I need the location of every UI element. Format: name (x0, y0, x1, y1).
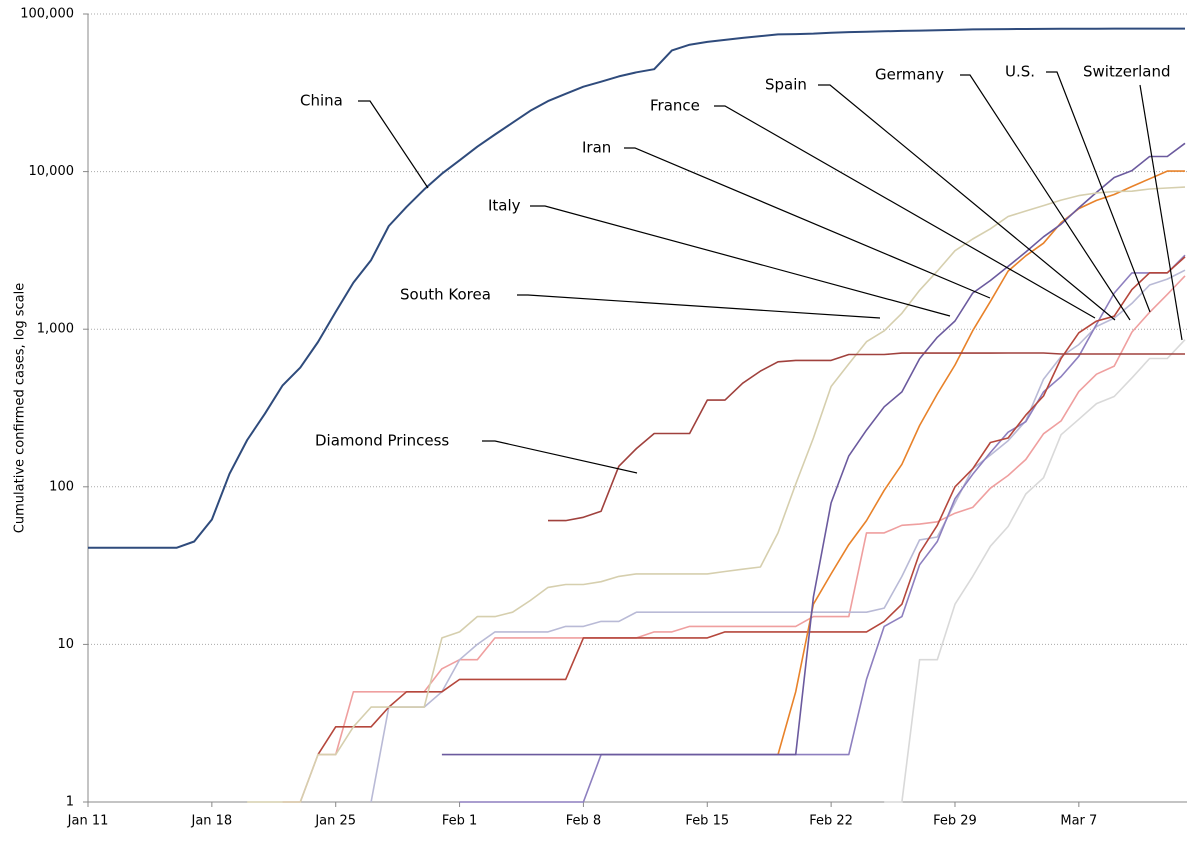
series-line (441, 142, 1186, 756)
series-annotation: U.S. (1005, 63, 1035, 81)
series-line (282, 275, 1186, 803)
annotation-leader (624, 147, 991, 299)
series-annotation: China (300, 92, 343, 110)
x-tick-label: Feb 22 (809, 814, 853, 829)
annotation-leader (1139, 84, 1183, 341)
series-line (88, 27, 1185, 549)
series-line (548, 352, 1185, 522)
x-tick-label: Mar 7 (1060, 814, 1097, 829)
x-tick-label: Feb 8 (566, 814, 601, 829)
series-line (247, 186, 1186, 803)
x-tick-label: Feb 15 (685, 814, 729, 829)
y-tick-label: 100,000 (20, 7, 74, 22)
annotation-leader (818, 84, 1116, 321)
series-line (459, 254, 1186, 803)
series-annotation: Italy (488, 197, 521, 215)
annotation-leader (517, 294, 881, 319)
annotation-leader (530, 205, 951, 317)
series-annotation: Spain (765, 76, 807, 94)
y-tick-label: 10 (57, 637, 74, 652)
series-annotation: Switzerland (1083, 63, 1171, 81)
series-line (884, 339, 1186, 803)
annotation-leader (960, 74, 1131, 321)
annotation-leader (714, 105, 1096, 319)
series-annotation: Diamond Princess (315, 432, 449, 450)
y-tick-label: 1 (66, 795, 74, 810)
y-tick-label: 10,000 (29, 164, 75, 179)
y-tick-label: 1,000 (37, 322, 74, 337)
x-tick-label: Jan 18 (190, 814, 232, 829)
series-line (777, 170, 1185, 755)
series-annotation: France (650, 97, 700, 115)
annotation-leader (482, 440, 638, 474)
series-annotation: Iran (582, 139, 611, 157)
x-tick-label: Feb 1 (442, 814, 477, 829)
x-tick-label: Feb 29 (933, 814, 977, 829)
series-line (370, 269, 1186, 803)
annotation-leader (1046, 71, 1151, 313)
y-axis-label: Cumulative confirmed cases, log scale (13, 283, 28, 533)
series-annotation: South Korea (400, 286, 491, 304)
y-tick-label: 100 (49, 479, 74, 494)
x-tick-label: Jan 11 (67, 814, 109, 829)
x-tick-label: Jan 25 (314, 814, 356, 829)
annotation-leader (358, 100, 429, 189)
series-annotation: Germany (875, 66, 944, 84)
series-line (317, 256, 1186, 756)
